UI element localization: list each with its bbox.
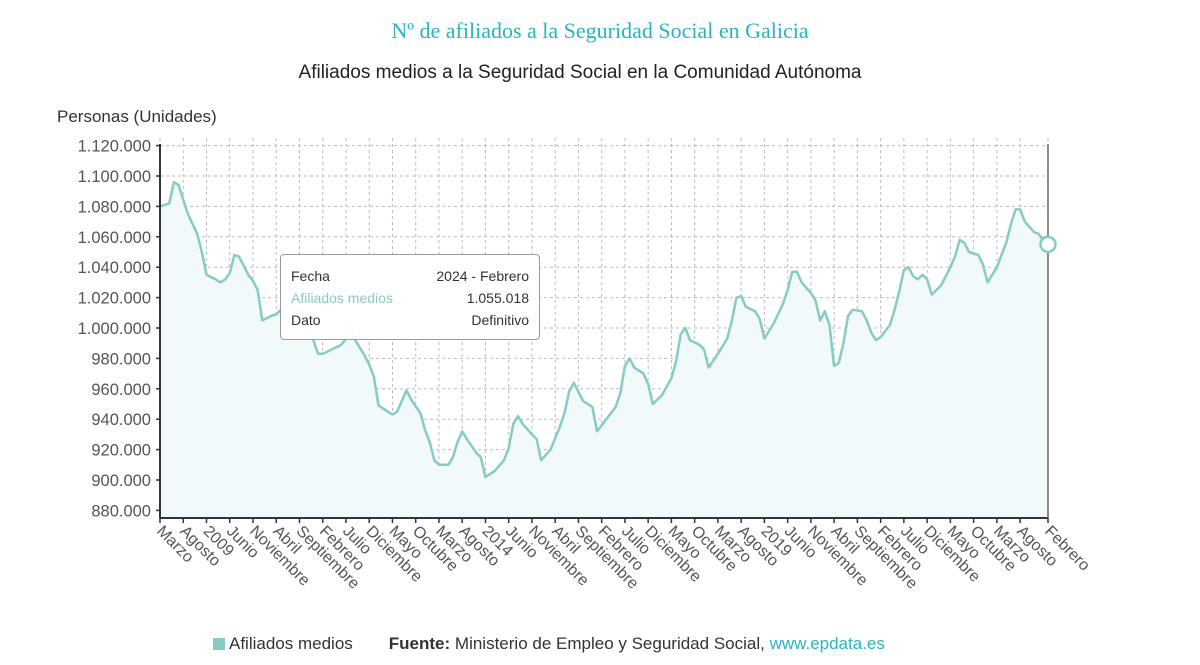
source-prefix: Fuente: — [388, 634, 451, 653]
y-tick-label: 940.000 — [91, 411, 151, 429]
y-tick-label: 1.020.000 — [78, 290, 151, 308]
tooltip: Fecha 2024 - Febrero Afiliados medios 1.… — [280, 254, 540, 340]
y-tick-label: 1.080.000 — [78, 198, 151, 216]
legend-item[interactable]: Afiliados medios — [229, 634, 353, 653]
y-tick-label: 1.060.000 — [78, 229, 151, 247]
chart-subtitle: Afiliados medios a la Seguridad Social e… — [298, 62, 862, 83]
x-axis-ticks: MarzoAgosto2009JunioNoviembreAbrilSeptie… — [153, 518, 1093, 593]
source-note: Fuente: Ministerio de Empleo y Seguridad… — [389, 634, 885, 654]
tooltip-row-dato: Dato Definitivo — [291, 309, 529, 331]
tooltip-label: Afiliados medios — [291, 290, 393, 306]
y-tick-label: 1.000.000 — [78, 320, 151, 338]
y-tick-label: 960.000 — [91, 381, 151, 399]
legend: Afiliados medios Fuente: Ministerio de E… — [213, 634, 885, 654]
y-axis-ticks: 880.000 900.000 920.000 940.000 960.000 980.0… — [78, 138, 160, 520]
source-text: Ministerio de Empleo y Seguridad Social, — [454, 634, 765, 653]
y-tick-label: 920.000 — [91, 442, 151, 460]
source-link[interactable]: www.epdata.es — [769, 634, 885, 653]
y-tick-label: 900.000 — [91, 472, 151, 490]
tooltip-value: 1.055.018 — [466, 290, 529, 306]
y-tick-label: 880.000 — [91, 502, 151, 520]
tooltip-value: 2024 - Febrero — [436, 268, 529, 284]
y-tick-label: 1.040.000 — [78, 259, 151, 277]
tooltip-row-afiliados: Afiliados medios 1.055.018 — [291, 287, 529, 309]
tooltip-label: Dato — [291, 312, 321, 328]
series-area — [160, 182, 1048, 518]
y-tick-label: 1.120.000 — [78, 138, 151, 156]
y-tick-label: 980.000 — [91, 350, 151, 368]
tooltip-label: Fecha — [291, 268, 330, 284]
legend-swatch-icon — [213, 638, 225, 650]
y-axis-label: Personas (Unidades) — [57, 107, 217, 126]
tooltip-value: Definitivo — [471, 312, 529, 328]
chart-title: Nº de afiliados a la Seguridad Social en… — [391, 18, 809, 43]
y-tick-label: 1.100.000 — [78, 168, 151, 186]
highlight-point[interactable] — [1039, 235, 1057, 254]
tooltip-row-fecha: Fecha 2024 - Febrero — [291, 265, 529, 287]
